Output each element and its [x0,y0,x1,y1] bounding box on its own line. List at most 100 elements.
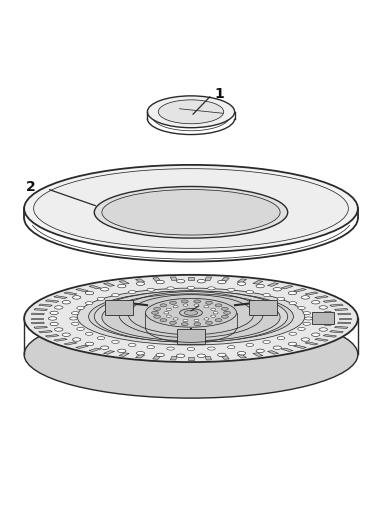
Ellipse shape [24,275,358,362]
Ellipse shape [277,337,285,340]
Ellipse shape [204,318,209,321]
Ellipse shape [298,328,305,331]
Ellipse shape [112,341,119,344]
Ellipse shape [288,292,297,295]
Polygon shape [170,277,177,281]
Polygon shape [153,278,161,281]
Ellipse shape [77,289,305,345]
Ellipse shape [273,288,282,291]
Ellipse shape [194,320,199,322]
Ellipse shape [166,308,171,311]
Polygon shape [221,278,229,281]
Polygon shape [221,356,229,359]
Ellipse shape [86,302,93,305]
Ellipse shape [170,322,176,325]
Ellipse shape [147,289,155,292]
Polygon shape [188,357,194,360]
Ellipse shape [324,323,332,326]
Polygon shape [205,277,212,281]
Ellipse shape [156,281,164,284]
Ellipse shape [164,312,169,314]
Ellipse shape [263,294,270,297]
Ellipse shape [215,304,222,307]
Polygon shape [54,296,67,299]
Polygon shape [31,314,44,315]
Ellipse shape [222,308,228,310]
Ellipse shape [94,187,288,239]
Ellipse shape [176,354,185,358]
Ellipse shape [324,312,332,315]
Ellipse shape [173,318,178,321]
Polygon shape [76,289,88,292]
Ellipse shape [24,312,358,399]
Ellipse shape [146,299,236,328]
Polygon shape [119,353,129,357]
Polygon shape [335,309,348,311]
Ellipse shape [237,282,246,286]
Ellipse shape [319,328,327,331]
Ellipse shape [167,347,174,350]
Ellipse shape [128,344,136,347]
Polygon shape [153,356,161,359]
Polygon shape [338,314,351,315]
Polygon shape [294,289,306,292]
Ellipse shape [160,319,167,322]
Polygon shape [64,342,77,345]
Ellipse shape [73,338,81,342]
Polygon shape [39,304,52,307]
Polygon shape [315,296,328,299]
Ellipse shape [183,304,188,306]
Ellipse shape [227,289,235,292]
Ellipse shape [77,328,84,331]
Ellipse shape [218,281,226,284]
Ellipse shape [136,282,145,286]
Polygon shape [89,286,101,289]
Ellipse shape [246,291,254,294]
Ellipse shape [227,346,235,349]
Ellipse shape [100,288,109,291]
Ellipse shape [194,304,199,306]
FancyBboxPatch shape [105,301,133,316]
Ellipse shape [50,323,58,326]
Ellipse shape [71,323,79,326]
Polygon shape [338,323,351,324]
Polygon shape [323,335,337,337]
Ellipse shape [312,301,320,304]
Ellipse shape [208,287,215,290]
Ellipse shape [49,317,57,321]
Ellipse shape [100,346,109,350]
Ellipse shape [154,308,160,310]
Ellipse shape [194,323,201,326]
Ellipse shape [187,287,195,290]
Ellipse shape [50,312,58,315]
Polygon shape [267,351,278,354]
Ellipse shape [158,101,224,125]
Polygon shape [89,349,101,352]
Ellipse shape [73,296,81,299]
Ellipse shape [55,328,63,331]
Ellipse shape [176,280,185,284]
Ellipse shape [160,304,167,307]
Text: 2: 2 [26,180,36,194]
Ellipse shape [197,280,206,284]
Ellipse shape [273,346,282,350]
Ellipse shape [181,323,188,326]
Ellipse shape [213,312,218,314]
Ellipse shape [85,343,94,346]
Ellipse shape [128,291,136,294]
Ellipse shape [170,302,176,305]
Ellipse shape [301,338,309,342]
Ellipse shape [85,292,94,295]
Ellipse shape [325,317,333,321]
Ellipse shape [211,316,216,318]
Polygon shape [64,292,77,295]
Ellipse shape [215,319,222,322]
Ellipse shape [197,354,206,358]
Polygon shape [170,357,177,360]
Polygon shape [31,318,43,320]
Ellipse shape [289,332,296,335]
Ellipse shape [256,350,264,353]
Ellipse shape [180,309,202,317]
Polygon shape [104,283,115,287]
Ellipse shape [77,307,84,310]
